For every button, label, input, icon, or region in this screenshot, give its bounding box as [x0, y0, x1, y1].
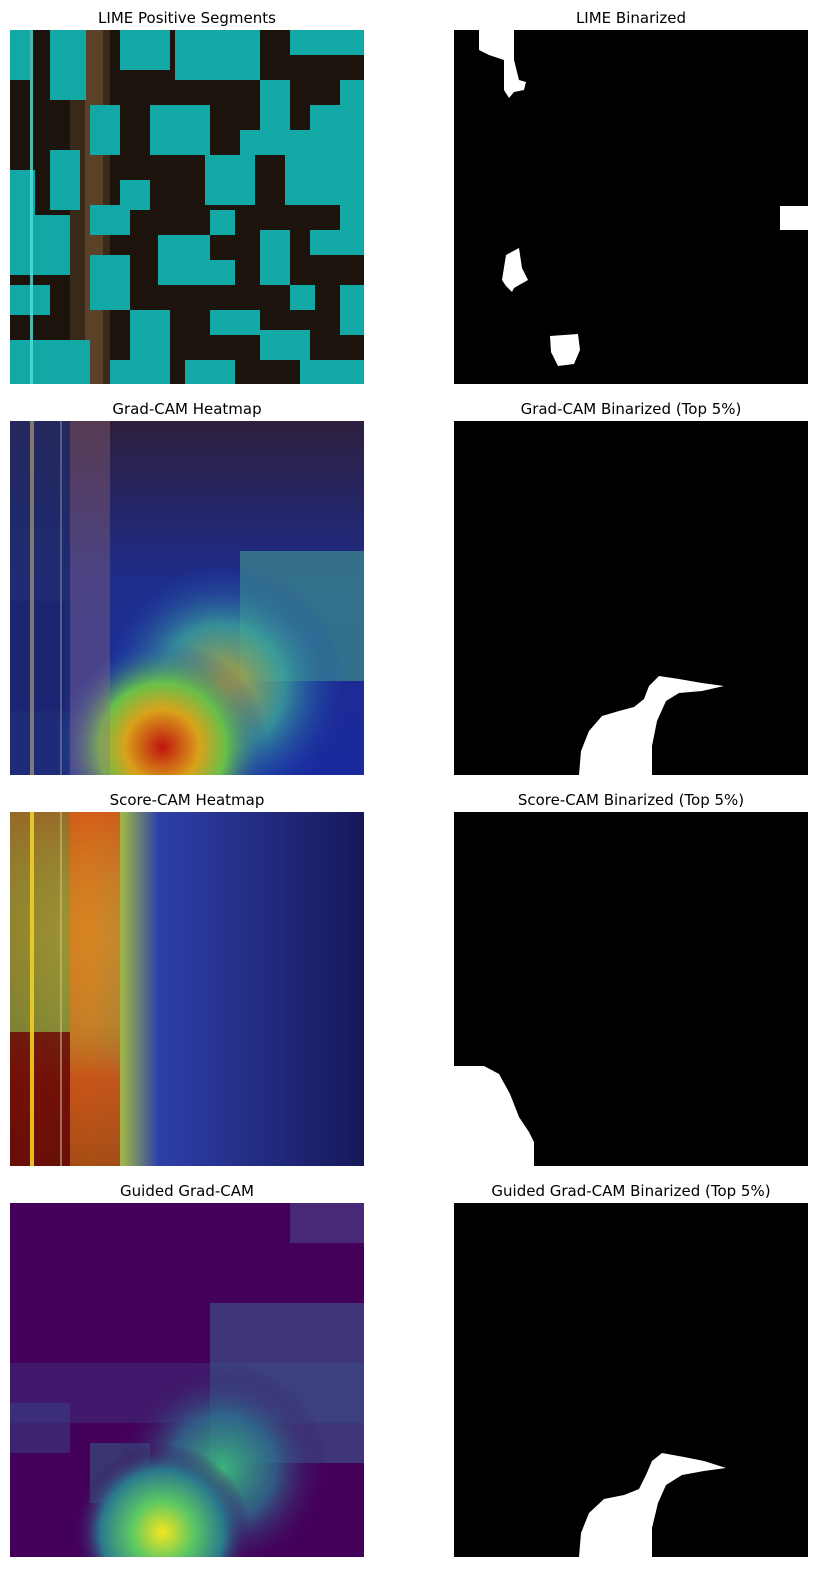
gradcam-binarized-image — [454, 421, 808, 775]
scorecam-heatmap-title: Score-CAM Heatmap — [109, 791, 265, 809]
lime-positive-image — [10, 30, 364, 384]
guided-gradcam-binarized-title: Guided Grad-CAM Binarized (Top 5%) — [491, 1182, 771, 1200]
gradcam-binarized-title: Grad-CAM Binarized (Top 5%) — [520, 400, 742, 418]
scorecam-binarized-title: Score-CAM Binarized (Top 5%) — [517, 791, 745, 809]
lime-binarized-image — [454, 30, 808, 384]
guided-gradcam-image — [10, 1203, 364, 1557]
scorecam-binarized-image — [454, 812, 808, 1166]
gradcam-heatmap-title: Grad-CAM Heatmap — [112, 400, 262, 418]
guided-gradcam-title: Guided Grad-CAM — [120, 1182, 254, 1200]
gradcam-heatmap-image — [10, 421, 364, 775]
lime-binarized-title: LIME Binarized — [575, 9, 687, 27]
lime-positive-title: LIME Positive Segments — [98, 9, 276, 27]
guided-gradcam-binarized-image — [454, 1203, 808, 1557]
scorecam-heatmap-image — [10, 812, 364, 1166]
